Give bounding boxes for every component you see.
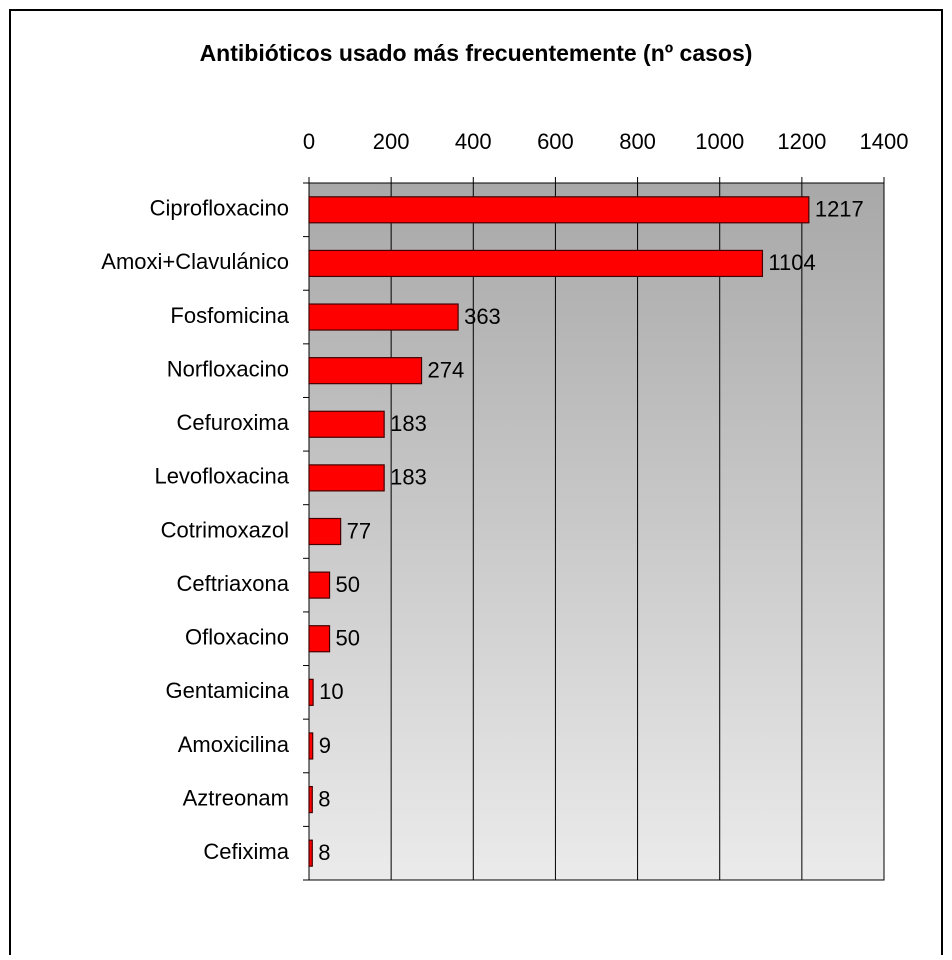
x-tick-label: 400: [455, 129, 492, 154]
y-tick-label: Amoxicilina: [178, 732, 290, 757]
chart-title: Antibióticos usado más frecuentemente (n…: [200, 40, 753, 66]
bar: [308, 732, 314, 760]
bar: [308, 303, 459, 331]
bar: [308, 678, 314, 706]
bar: [308, 517, 342, 546]
y-tick-label: Fosfomicina: [170, 303, 289, 328]
data-label: 50: [336, 626, 360, 651]
y-tick-label: Ofloxacino: [185, 625, 289, 650]
y-tick-label: Ciprofloxacino: [150, 196, 289, 221]
x-tick-label: 1000: [695, 129, 744, 154]
data-label: 1104: [768, 250, 815, 275]
x-tick-label: 800: [619, 129, 656, 154]
bar: [308, 410, 385, 438]
data-label: 77: [347, 518, 371, 543]
y-tick-label: Aztreonam: [183, 785, 289, 810]
bar: [308, 839, 313, 867]
bar: [308, 785, 313, 814]
y-tick-label: Ceftriaxona: [176, 571, 289, 596]
bar: [308, 464, 385, 492]
x-tick-label: 1400: [860, 129, 909, 154]
bar: [308, 357, 423, 385]
y-tick-label: Cefixima: [203, 839, 289, 864]
y-tick-label: Cefuroxima: [177, 410, 290, 435]
y-tick-label: Levofloxacina: [154, 464, 289, 489]
data-label: 274: [428, 357, 465, 382]
bar: [308, 249, 764, 278]
y-tick-label: Cotrimoxazol: [161, 517, 289, 542]
plot-area: [308, 182, 885, 881]
x-tick-label: 200: [373, 129, 410, 154]
chart-frame: [9, 9, 943, 955]
data-label: 183: [390, 465, 427, 490]
y-tick-label: Gentamicina: [165, 678, 289, 703]
bar: [308, 196, 810, 224]
y-tick-label: Norfloxacino: [167, 356, 289, 381]
x-tick-label: 0: [303, 129, 315, 154]
data-label: 8: [318, 840, 330, 865]
data-label: 183: [390, 411, 427, 436]
data-label: 9: [319, 733, 331, 758]
data-label: 8: [318, 786, 330, 811]
data-label: 50: [336, 572, 360, 597]
bar: [308, 571, 331, 599]
y-tick-label: Amoxi+Clavulánico: [101, 249, 289, 274]
bar: [308, 625, 331, 653]
x-tick-label: 600: [537, 129, 574, 154]
data-label: 1217: [815, 197, 864, 222]
data-label: 363: [464, 304, 501, 329]
x-tick-label: 1200: [777, 129, 826, 154]
data-label: 10: [319, 679, 343, 704]
